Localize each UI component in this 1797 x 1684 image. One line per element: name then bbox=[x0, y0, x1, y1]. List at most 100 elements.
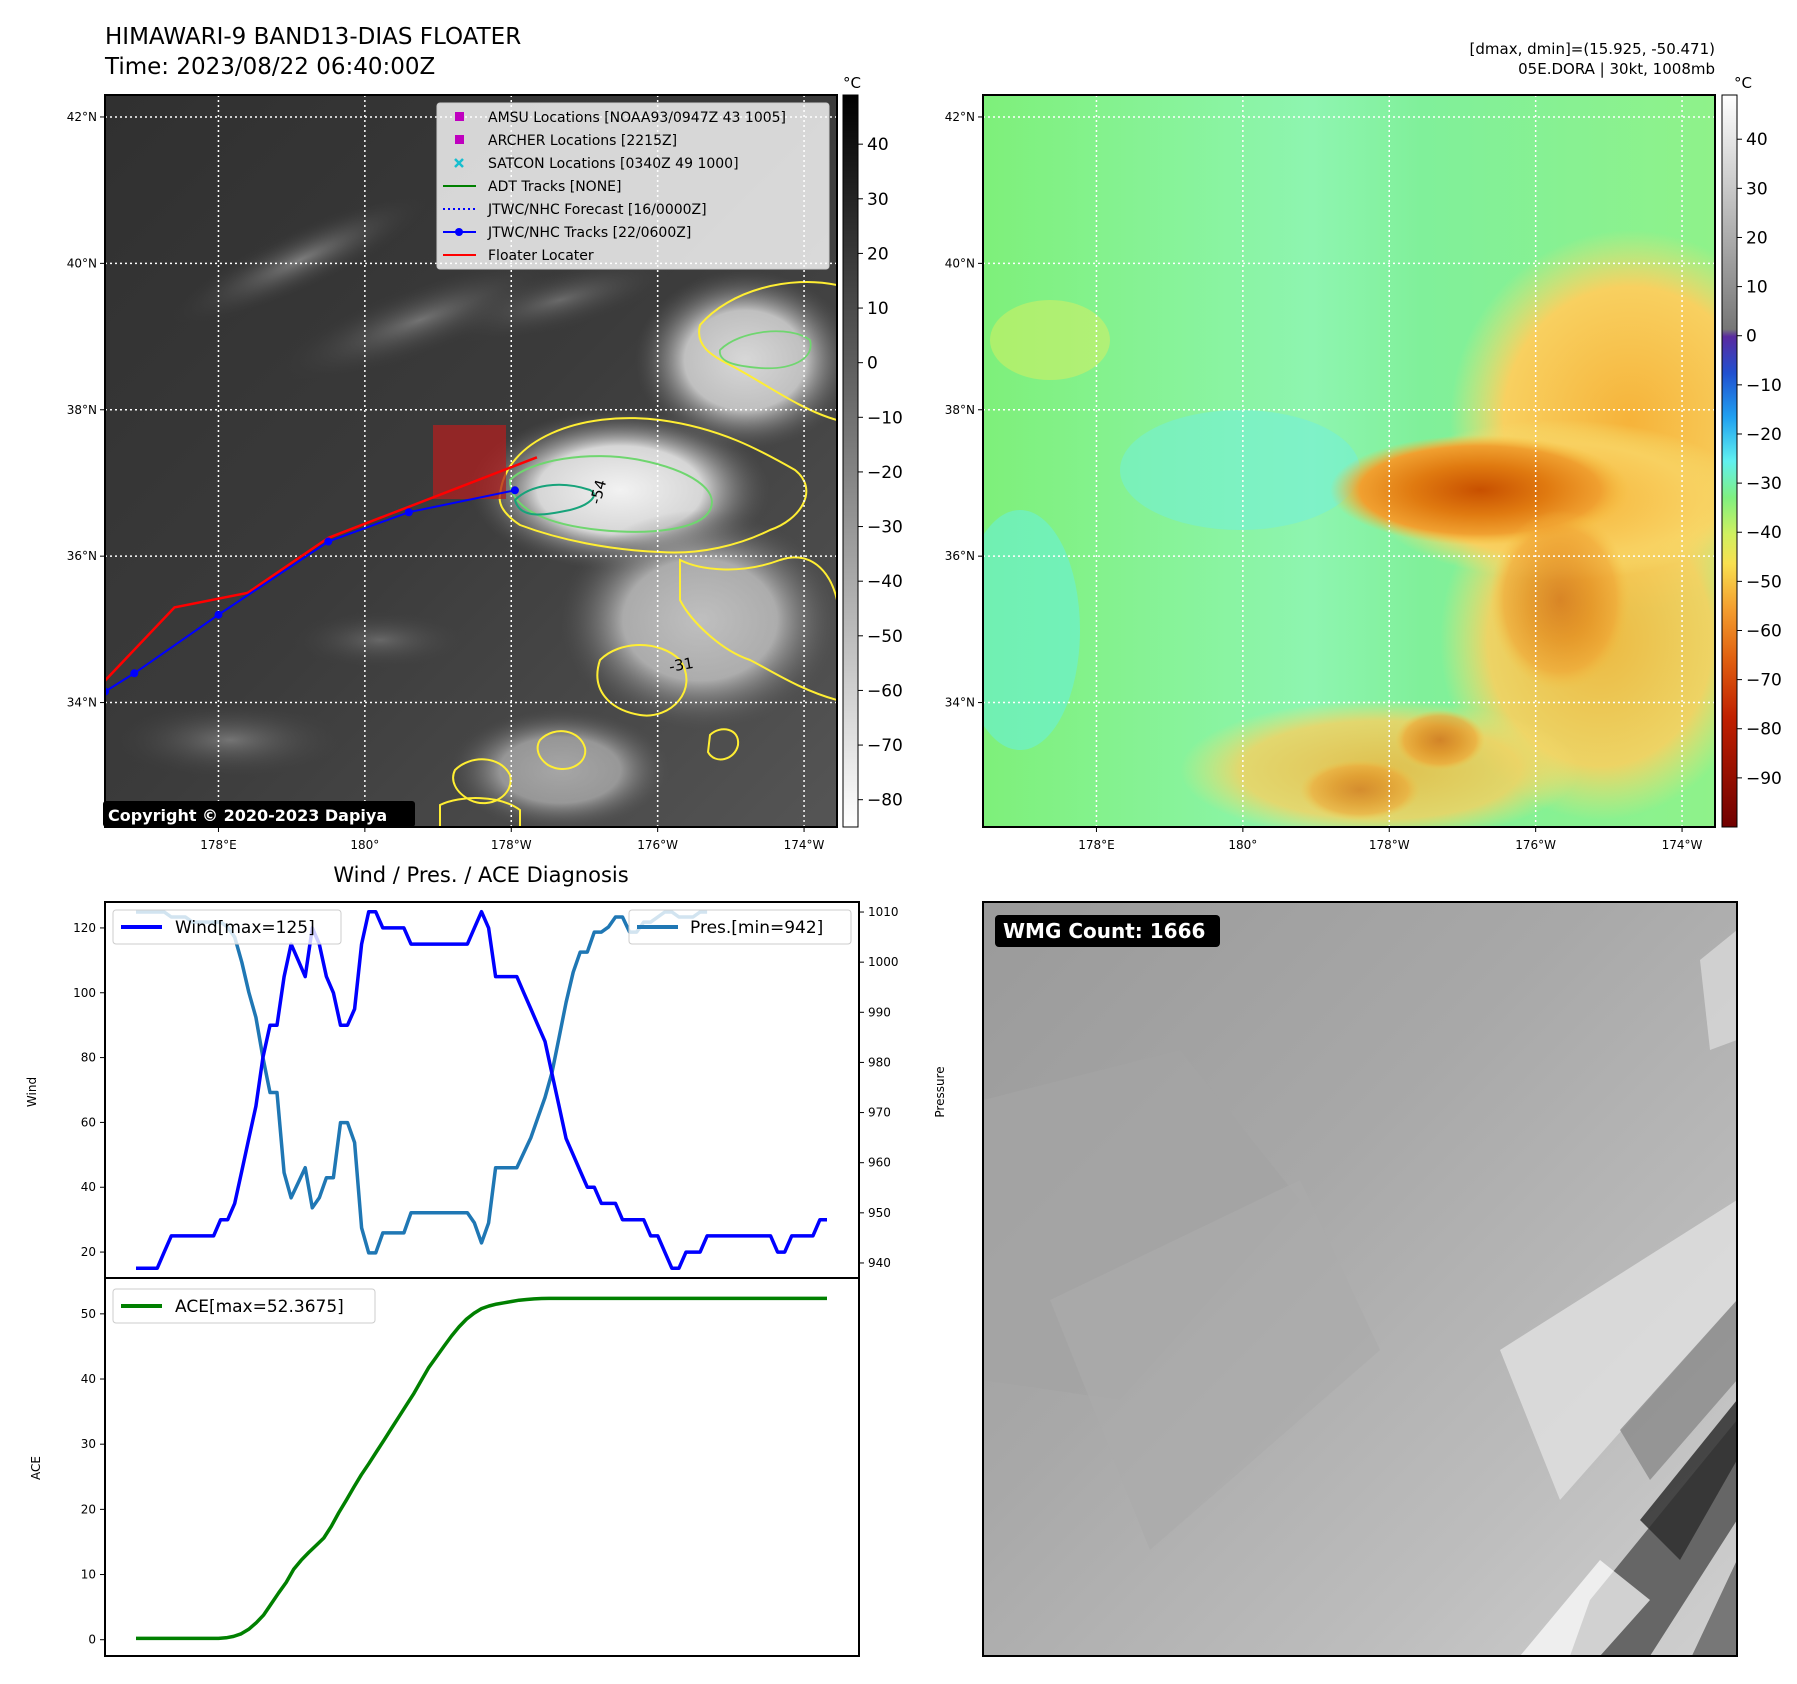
ir-colorbar-tick-label: −80 bbox=[867, 791, 903, 811]
enhanced-lat-tick-label: 40°N bbox=[945, 256, 975, 270]
jtwc-track-point bbox=[214, 610, 223, 619]
ir-colorbar-tick-label: −70 bbox=[867, 736, 903, 756]
enhanced-lat-tick-label: 38°N bbox=[945, 403, 975, 417]
ir-lon-tick-label: 180° bbox=[350, 838, 379, 852]
ir-colorbar-tick-label: −30 bbox=[867, 518, 903, 538]
jtwc-track-point bbox=[510, 486, 519, 495]
legend-entry: AMSU Locations [NOAA93/0947Z 43 1005] bbox=[455, 110, 786, 126]
legend-square-marker bbox=[455, 135, 464, 144]
wind-tick-label: 40 bbox=[81, 1180, 96, 1194]
enhanced-colorbar-tick-label: 40 bbox=[1746, 130, 1768, 150]
wmg-panel: WMG Count: 1666 bbox=[982, 901, 1738, 1657]
ir-contour-yellow bbox=[498, 417, 808, 554]
enhanced-colorbar-tick-label: 0 bbox=[1746, 327, 1757, 347]
ir-colorbar-tick-label: −60 bbox=[867, 681, 903, 701]
enhanced-colorbar-unit: °C bbox=[1734, 74, 1752, 92]
ace-axis-label: ACE bbox=[29, 1456, 43, 1480]
diagnosis-title: Wind / Pres. / ACE Diagnosis bbox=[333, 863, 628, 887]
jtwc-track-point bbox=[404, 508, 413, 517]
wind-tick-label: 120 bbox=[73, 921, 96, 935]
enhanced-lat-tick-label: 36°N bbox=[945, 549, 975, 563]
legend-label: JTWC/NHC Forecast [16/0000Z] bbox=[487, 202, 707, 218]
jtwc-track-point bbox=[324, 537, 333, 546]
ir-lat-tick-label: 36°N bbox=[67, 549, 97, 563]
legend-entry: JTWC/NHC Tracks [22/0600Z] bbox=[443, 225, 691, 241]
enhanced-lon-tick-label: 174°W bbox=[1662, 838, 1703, 852]
legend-entry: SATCON Locations [0340Z 49 1000] bbox=[454, 156, 739, 172]
ace-chart: 0 10 20 30 40 50 ACE ACE[max=52.3675] bbox=[29, 1277, 860, 1657]
ir-colorbar-tick-label: −40 bbox=[867, 572, 903, 592]
wind-tick-label: 60 bbox=[81, 1115, 96, 1129]
wind-legend: Wind[max=125] bbox=[112, 909, 342, 945]
jtwc-track-point bbox=[130, 669, 139, 678]
enhanced-lon-tick-label: 178°W bbox=[1369, 838, 1410, 852]
enhanced-colorbar-tick-label: 10 bbox=[1746, 278, 1768, 298]
ace-tick-label: 0 bbox=[88, 1633, 96, 1647]
wind-series-line bbox=[136, 909, 827, 1271]
legend-entry: Floater Locater bbox=[443, 248, 594, 264]
ace-tick-label: 10 bbox=[81, 1568, 96, 1582]
ir-colorbar-tick-label: 10 bbox=[867, 299, 889, 319]
enhanced-colorbar-tick-label: −80 bbox=[1746, 720, 1782, 740]
enhanced-gridlines bbox=[983, 95, 1715, 827]
ir-colorbar-tick-label: 0 bbox=[867, 354, 878, 374]
floater-box bbox=[433, 425, 506, 499]
ace-tick-label: 40 bbox=[81, 1372, 96, 1386]
ir-colorbar: °C 40 30 20 10 0 −10 −20 −30 −40 −50 −60 −70 −80 bbox=[842, 74, 903, 828]
enhanced-ir-panel: 178°E 180° 178°W 176°W 174°W 42°N 40°N 38°N 36°N… bbox=[945, 94, 1716, 852]
ir-colorbar-tick-label: 30 bbox=[867, 190, 889, 210]
ir-lon-tick-label: 174°W bbox=[784, 838, 825, 852]
pressure-tick-label: 1010 bbox=[868, 905, 899, 919]
enhanced-colorbar-tick-label: −30 bbox=[1746, 474, 1782, 494]
storm-info-label: 05E.DORA | 30kt, 1008mb bbox=[1518, 60, 1715, 78]
copyright-badge: Copyright © 2020-2023 Dapiya bbox=[103, 801, 415, 827]
legend-label: SATCON Locations [0340Z 49 1000] bbox=[488, 156, 739, 172]
contour-label-31: -31 bbox=[668, 654, 695, 676]
legend-label: JTWC/NHC Tracks [22/0600Z] bbox=[487, 225, 691, 241]
enhanced-colorbar-tick-label: −90 bbox=[1746, 769, 1782, 789]
enhanced-lon-tick-label: 176°W bbox=[1515, 838, 1556, 852]
ir-lat-tick-label: 34°N bbox=[67, 696, 97, 710]
jtwc-track-line bbox=[105, 489, 516, 693]
ir-colorbar-tick-label: −50 bbox=[867, 627, 903, 647]
wmg-count-text: WMG Count: 1666 bbox=[1003, 919, 1205, 943]
pressure-legend-label: Pres.[min=942] bbox=[690, 918, 823, 938]
ace-tick-label: 50 bbox=[81, 1307, 96, 1321]
ir-colorbar-tick-label: 20 bbox=[867, 244, 889, 264]
pressure-tick-label: 970 bbox=[868, 1106, 891, 1120]
legend-entry: ARCHER Locations [2215Z] bbox=[455, 133, 677, 149]
enhanced-lat-tick-label: 42°N bbox=[945, 110, 975, 124]
pressure-axis-label: Pressure bbox=[933, 1066, 947, 1117]
legend-entry: ADT Tracks [NONE] bbox=[443, 179, 621, 195]
pressure-legend: Pres.[min=942] bbox=[628, 909, 852, 945]
enhanced-colorbar-tick-label: −70 bbox=[1746, 671, 1782, 691]
ir-lat-tick-label: 42°N bbox=[67, 110, 97, 124]
wind-tick-label: 80 bbox=[81, 1051, 96, 1065]
enhanced-colorbar: °C 40 30 20 10 0 −10 −20 −30 −40 −50 −60 −70 −80 −90 bbox=[1721, 74, 1782, 828]
pressure-tick-label: 1000 bbox=[868, 955, 899, 969]
wind-pressure-chart: 20 40 60 80 100 120 940 950 960 970 980 990 1000 1010… bbox=[25, 901, 947, 1279]
wind-tick-label: 20 bbox=[81, 1245, 96, 1259]
enhanced-lon-tick-label: 180° bbox=[1228, 838, 1257, 852]
enhanced-lat-tick-label: 34°N bbox=[945, 696, 975, 710]
enhanced-colorbar-tick-label: −10 bbox=[1746, 376, 1782, 396]
enhanced-colorbar-tick-label: −50 bbox=[1746, 572, 1782, 592]
legend-label: Floater Locater bbox=[488, 248, 594, 264]
wind-tick-label: 100 bbox=[73, 986, 96, 1000]
ace-series-line bbox=[136, 1296, 827, 1641]
dmax-dmin-label: [dmax, dmin]=(15.925, -50.471) bbox=[1470, 40, 1715, 58]
legend-x-marker bbox=[454, 158, 464, 168]
ir-lon-tick-label: 176°W bbox=[637, 838, 678, 852]
enhanced-colorbar-tick-label: −60 bbox=[1746, 621, 1782, 641]
wmg-count-badge: WMG Count: 1666 bbox=[995, 915, 1220, 947]
contour-label-54: -54 bbox=[586, 478, 610, 506]
enhanced-axis-ticks: 178°E 180° 178°W 176°W 174°W 42°N 40°N 38°N 36°N… bbox=[945, 110, 1703, 852]
pressure-tick-label: 960 bbox=[868, 1156, 891, 1170]
enhanced-colorbar-tick-label: −20 bbox=[1746, 425, 1782, 445]
ace-tick-label: 20 bbox=[81, 1502, 96, 1516]
enhanced-colorbar-tick-label: 20 bbox=[1746, 228, 1768, 248]
ir-axis-ticks: 178°E 180° 178°W 176°W 174°W 42°N 40°N 38°N 36°N… bbox=[67, 110, 825, 852]
legend-square-marker bbox=[455, 112, 464, 121]
ir-colorbar-unit: °C bbox=[843, 74, 861, 92]
